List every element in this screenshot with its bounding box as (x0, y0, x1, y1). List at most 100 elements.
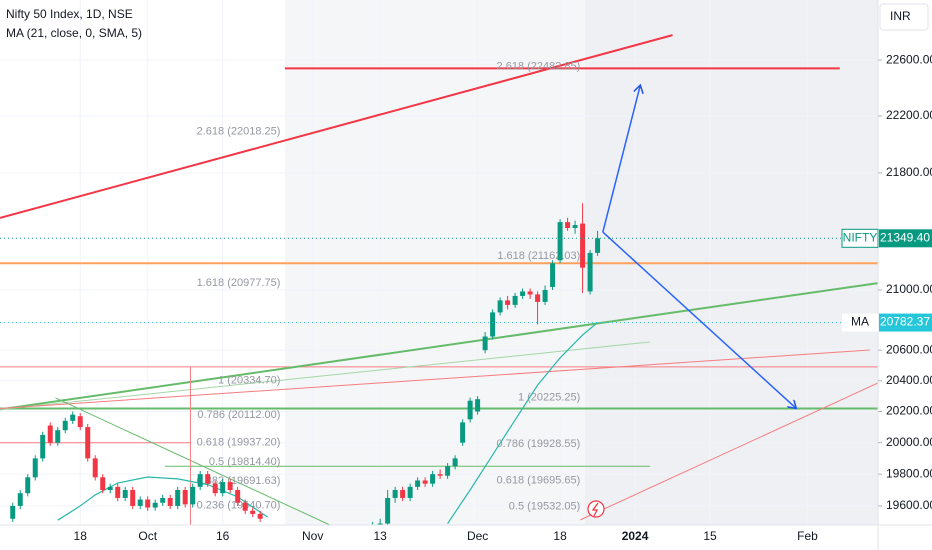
x-tick-label: Nov (302, 529, 323, 543)
candle-body (437, 474, 443, 476)
candle-body (205, 474, 211, 484)
price-tag-name: MA (851, 315, 869, 329)
candle-body (17, 493, 23, 506)
y-tick-label: 21000.00 (886, 282, 932, 296)
candle-body (175, 490, 181, 506)
candle-body (122, 490, 128, 498)
y-tick-label: 20400.00 (886, 373, 932, 387)
fib-level-label: 0.618 (19695.65) (497, 475, 581, 487)
candle-body (70, 414, 76, 421)
candle-body (377, 523, 383, 525)
candle-body (520, 291, 526, 296)
trend-line (0, 34, 673, 219)
candle-body (505, 300, 511, 305)
fib-level-label: 2.618 (22018.25) (197, 126, 281, 138)
candle-body (512, 295, 518, 305)
candle-body (137, 499, 143, 506)
candle-body (130, 490, 136, 506)
candle-body (535, 294, 541, 302)
candle-body (190, 486, 196, 505)
candle-body (197, 474, 203, 487)
y-tick-label: 19600.00 (886, 498, 932, 512)
price-tag-value: 20782.37 (880, 315, 930, 329)
candle-body (460, 422, 466, 443)
trend-line (55, 397, 331, 525)
candle-body (167, 497, 173, 506)
candle-body (527, 291, 533, 295)
axes: 19600.00 19800.00 20000.00 20200.00 20400.00… (74, 52, 932, 543)
candle-body (62, 420, 68, 431)
x-tick-label: 13 (373, 529, 387, 543)
y-tick-label: 20000.00 (886, 435, 932, 449)
candle-body (475, 399, 481, 412)
candle-body (220, 482, 226, 494)
candle-body (250, 510, 256, 514)
fib-level-label: 0.618 (19937.20) (197, 436, 281, 448)
candle-body (445, 466, 451, 476)
candle-body (452, 458, 458, 467)
price-tag-name: NIFTY (843, 230, 878, 244)
y-tick-label: 21800.00 (886, 165, 932, 179)
candle-body (152, 502, 158, 508)
fib-level-label: 0.5 (19532.05) (509, 501, 581, 513)
y-tick-label: 22200.00 (886, 108, 932, 122)
ma-line (57, 476, 269, 521)
candle-body (25, 477, 31, 494)
candle-body (467, 400, 473, 420)
event-icon[interactable] (587, 500, 605, 518)
candle-body (430, 474, 436, 484)
candle-body (145, 499, 151, 508)
ma-line (447, 322, 598, 524)
fib-level-label: 2.618 (22482.85) (497, 60, 581, 72)
y-tick-label: 20200.00 (886, 404, 932, 418)
candle-body (595, 238, 601, 253)
candle-body (107, 486, 113, 491)
price-tag-box (879, 313, 932, 332)
candle-body (497, 300, 503, 313)
trend-line (0, 282, 878, 411)
candle-body (392, 490, 398, 498)
x-tick-label: Feb (797, 529, 818, 543)
currency-box[interactable] (879, 3, 929, 31)
candle-body (385, 497, 391, 524)
y-tick-label: 19800.00 (886, 466, 932, 480)
candle-body (160, 497, 166, 503)
candle-body (572, 225, 578, 228)
y-tick-label: 22600.00 (886, 52, 932, 66)
candle-body (32, 458, 38, 478)
fib-level-label: 0.5 (19814.40) (209, 456, 281, 468)
candle-body (550, 263, 556, 287)
chart-title: Nifty 50 Index, 1D, NSE (6, 7, 133, 21)
price-tag-name-box (841, 228, 879, 248)
candle-body (587, 252, 593, 292)
trend-line (580, 382, 878, 521)
price-tag-box (879, 229, 932, 248)
arrow (602, 231, 796, 408)
candle-body (257, 513, 263, 519)
candle-body (212, 483, 218, 494)
candle-body (565, 222, 571, 228)
candle-body (85, 427, 91, 459)
fib-level-label: 0.786 (19928.55) (497, 438, 581, 450)
candle-body (10, 505, 16, 519)
candle-body (100, 477, 106, 491)
y-tick-label: 20600.00 (886, 342, 932, 356)
fib-level-label: 0.786 (20112.00) (197, 409, 280, 421)
price-tag-value: 21349.40 (880, 230, 930, 244)
price-tag-name-box (842, 313, 878, 332)
fib-level-label: 1 (20225.25) (518, 392, 580, 404)
plot-area: 2.618 (22018.25) 1.618 (20977.75) 1 (20334… (0, 34, 878, 525)
indicator-legend: MA (21, close, 0, SMA, 5) (6, 26, 142, 40)
candle-body (40, 434, 46, 459)
candle-body (490, 312, 496, 337)
fib-level-label: 1 (20334.70) (218, 375, 280, 387)
candle-body (47, 425, 53, 443)
fib-level-label: 1.618 (20977.75) (197, 277, 281, 289)
candle-body (415, 480, 421, 487)
candle-body (235, 490, 241, 503)
candle-body (115, 486, 121, 498)
candle-body (407, 486, 413, 498)
event-icon-bolt (591, 502, 599, 517)
candle-body (242, 502, 248, 511)
